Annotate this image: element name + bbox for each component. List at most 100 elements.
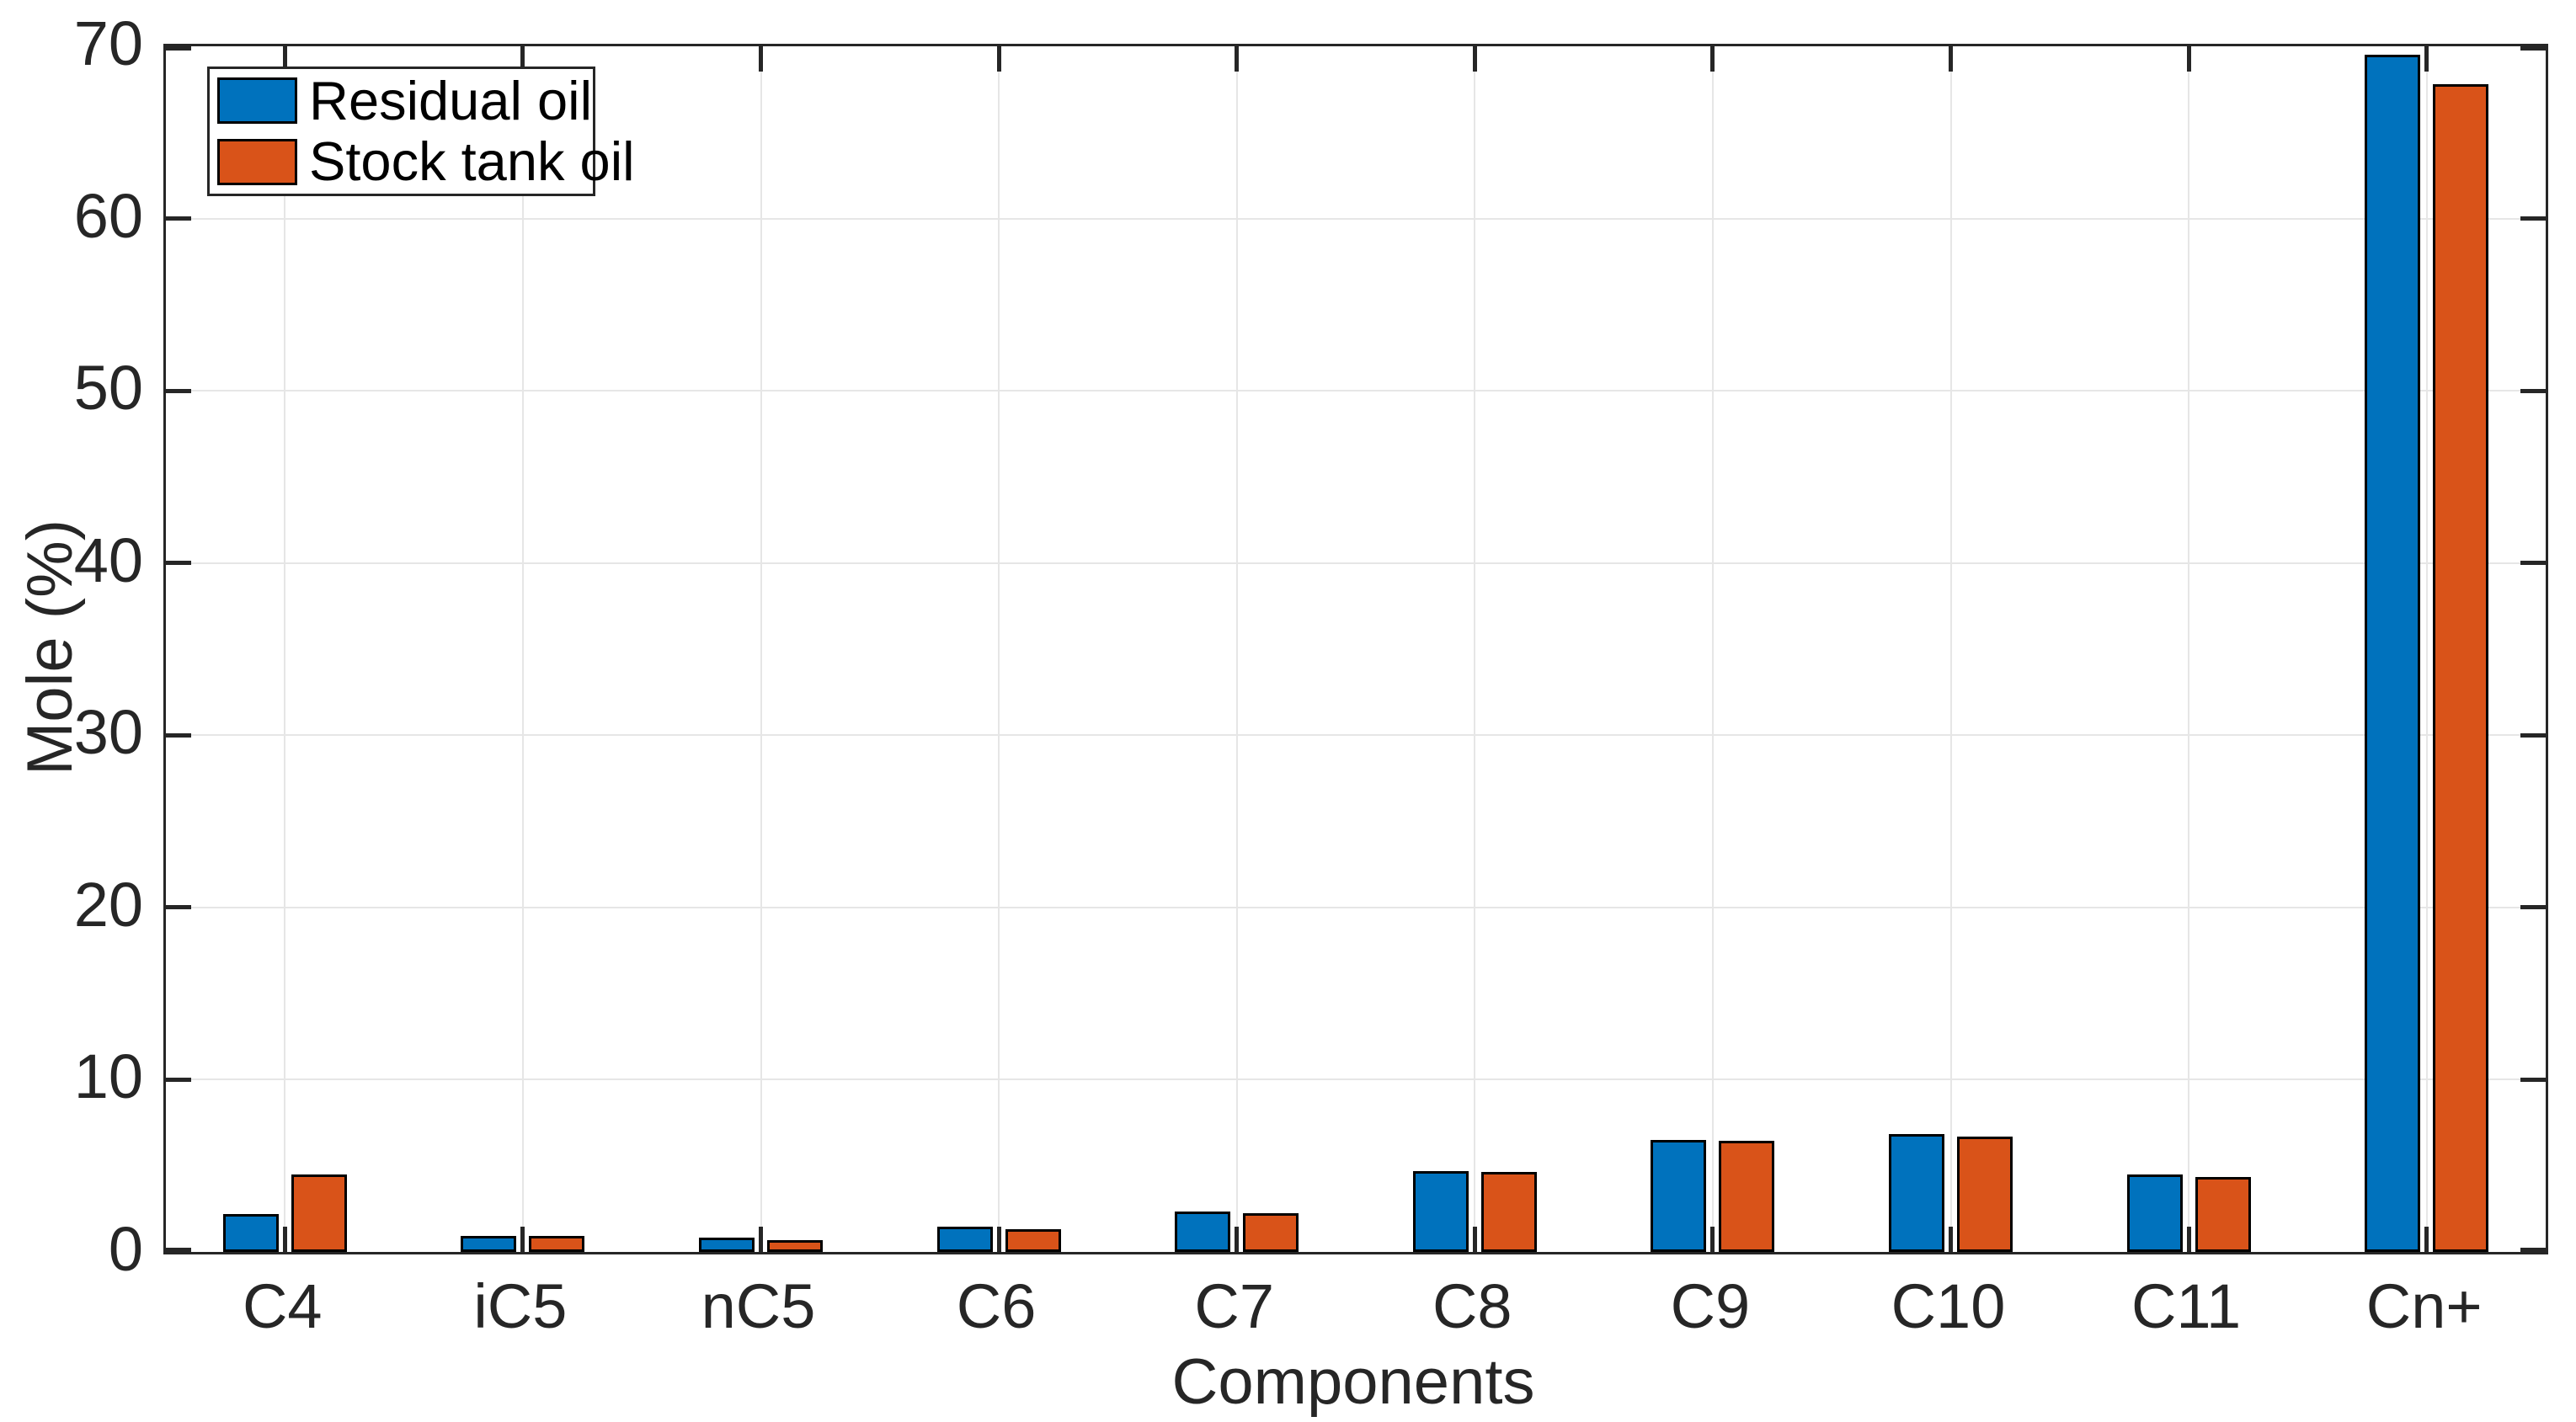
y-tick-label: 20 xyxy=(73,869,143,940)
legend-entry-stock-tank-oil: Stock tank oil xyxy=(210,132,635,191)
x-axis-label: Components xyxy=(1171,1346,1535,1418)
y-tick-mark-right xyxy=(2520,1077,2546,1082)
x-tick-label: C6 xyxy=(956,1271,1037,1341)
y-tick-label: 50 xyxy=(73,353,143,423)
bar-stock-tank-oil-C8 xyxy=(1480,1172,1537,1252)
y-tick-mark-right xyxy=(2520,905,2546,910)
x-tick-label: Cn+ xyxy=(2365,1271,2483,1341)
gridline-vertical xyxy=(2425,46,2428,1252)
x-tick-mark xyxy=(1949,1227,1953,1252)
x-tick-label: C10 xyxy=(1891,1271,2006,1341)
gridline-horizontal xyxy=(166,734,2546,737)
legend: Residual oil Stock tank oil xyxy=(207,67,635,196)
x-tick-label: iC5 xyxy=(473,1271,568,1341)
x-tick-mark-top xyxy=(282,46,287,72)
x-tick-mark xyxy=(520,1227,525,1252)
gridline-vertical xyxy=(2188,46,2190,1252)
y-tick-mark xyxy=(166,905,191,910)
gridline-vertical xyxy=(1235,46,1238,1252)
x-tick-mark xyxy=(2424,1227,2429,1252)
gridline-horizontal xyxy=(166,1078,2546,1081)
y-tick-mark xyxy=(166,216,191,221)
bar-residual-oil-C4 xyxy=(222,1214,279,1252)
x-tick-label: C7 xyxy=(1194,1271,1274,1341)
y-tick-mark xyxy=(166,1248,191,1252)
gridline-horizontal xyxy=(166,562,2546,564)
bar-stock-tank-oil-Cn+ xyxy=(2433,84,2489,1252)
x-tick-mark-top xyxy=(1710,46,1715,72)
x-tick-mark-top xyxy=(520,46,525,72)
x-tick-mark-top xyxy=(1235,46,1240,72)
gridline-horizontal xyxy=(166,906,2546,908)
y-tick-mark-right xyxy=(2520,46,2546,51)
y-tick-mark xyxy=(166,1077,191,1082)
bar-residual-oil-C6 xyxy=(936,1227,993,1252)
bar-stock-tank-oil-C11 xyxy=(2195,1177,2251,1252)
y-tick-label: 70 xyxy=(73,8,143,78)
gridline-vertical xyxy=(284,46,286,1252)
y-axis-label: Mole (%) xyxy=(14,519,86,776)
gridline-vertical xyxy=(1949,46,1952,1252)
x-tick-mark-top xyxy=(996,46,1001,72)
gridline-vertical xyxy=(1474,46,1476,1252)
bar-residual-oil-Cn+ xyxy=(2365,55,2421,1252)
y-tick-mark-right xyxy=(2520,561,2546,566)
bar-residual-oil-C11 xyxy=(2126,1174,2183,1252)
legend-label-stock-tank-oil: Stock tank oil xyxy=(309,130,635,193)
legend-entry-residual-oil: Residual oil xyxy=(210,69,593,131)
bar-stock-tank-oil-nC5 xyxy=(767,1240,823,1252)
bar-residual-oil-C7 xyxy=(1175,1212,1231,1252)
gridline-vertical xyxy=(760,46,762,1252)
x-tick-mark-top xyxy=(2424,46,2429,72)
x-tick-label: C11 xyxy=(2131,1271,2242,1341)
x-tick-mark-top xyxy=(1949,46,1953,72)
gridline-vertical xyxy=(521,46,524,1252)
x-tick-mark-top xyxy=(759,46,763,72)
gridline-vertical xyxy=(1711,46,1714,1252)
x-tick-label: C8 xyxy=(1432,1271,1512,1341)
y-tick-label: 40 xyxy=(73,525,143,595)
y-tick-mark-right xyxy=(2520,216,2546,221)
x-tick-mark xyxy=(1710,1227,1715,1252)
y-tick-mark xyxy=(166,46,191,51)
y-tick-mark xyxy=(166,561,191,566)
bar-stock-tank-oil-C9 xyxy=(1719,1141,1775,1252)
y-tick-mark-right xyxy=(2520,388,2546,393)
y-tick-mark-right xyxy=(2520,732,2546,738)
bar-stock-tank-oil-C10 xyxy=(1957,1137,2013,1252)
x-tick-mark-top xyxy=(1472,46,1477,72)
y-tick-label: 30 xyxy=(73,697,143,768)
gridline-vertical xyxy=(998,46,1000,1252)
y-tick-mark xyxy=(166,388,191,393)
x-tick-mark xyxy=(759,1227,763,1252)
x-tick-mark-top xyxy=(2186,46,2191,72)
x-tick-mark xyxy=(282,1227,287,1252)
x-tick-mark xyxy=(996,1227,1001,1252)
x-tick-mark xyxy=(2186,1227,2191,1252)
plot-area xyxy=(163,44,2548,1254)
gridline-horizontal xyxy=(166,390,2546,392)
bar-stock-tank-oil-C7 xyxy=(1243,1213,1299,1252)
x-tick-mark xyxy=(1472,1227,1477,1252)
bar-stock-tank-oil-C4 xyxy=(291,1174,347,1252)
legend-swatch-stock-tank-oil xyxy=(217,138,297,185)
bar-residual-oil-C8 xyxy=(1412,1171,1469,1252)
bar-residual-oil-C10 xyxy=(1889,1134,1944,1252)
bar-stock-tank-oil-iC5 xyxy=(529,1236,585,1252)
x-tick-mark xyxy=(1235,1227,1240,1252)
bar-stock-tank-oil-C6 xyxy=(1005,1229,1061,1252)
legend-swatch-residual-oil xyxy=(217,77,297,125)
bar-residual-oil-iC5 xyxy=(461,1236,517,1252)
y-tick-label: 10 xyxy=(73,1041,143,1112)
legend-label-residual-oil: Residual oil xyxy=(309,69,593,131)
y-tick-label: 0 xyxy=(108,1214,143,1284)
gridline-horizontal xyxy=(166,217,2546,220)
x-tick-label: C4 xyxy=(242,1271,323,1341)
y-tick-mark-right xyxy=(2520,1248,2546,1252)
x-tick-label: C9 xyxy=(1670,1271,1751,1341)
y-tick-mark xyxy=(166,732,191,738)
bar-residual-oil-C9 xyxy=(1651,1140,1707,1252)
bar-residual-oil-nC5 xyxy=(699,1238,755,1252)
y-tick-label: 60 xyxy=(73,180,143,251)
